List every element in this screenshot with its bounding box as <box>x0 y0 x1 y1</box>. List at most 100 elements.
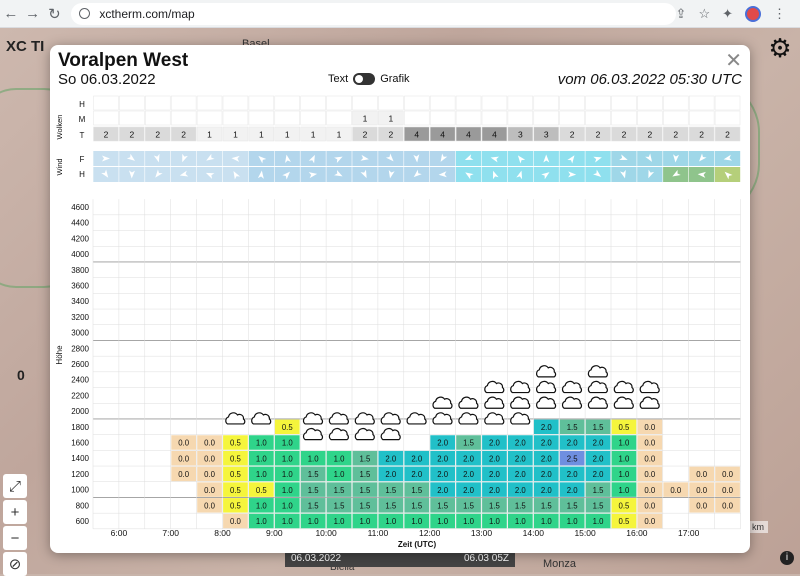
menu-icon[interactable]: ⋮ <box>773 5 786 21</box>
view-toggle-switch[interactable] <box>353 73 376 85</box>
cloud-cell <box>196 126 223 142</box>
thermal-value: 1.5 <box>334 486 346 495</box>
thermal-value: 1.0 <box>308 454 320 463</box>
info-icon[interactable]: i <box>780 551 794 565</box>
zoom-out-button[interactable]: − <box>3 526 27 550</box>
forward-icon[interactable]: → <box>25 5 41 22</box>
wind-arrow-icon <box>101 169 109 178</box>
thermal-cell <box>249 513 274 529</box>
cloud-cell <box>481 126 508 142</box>
profile-avatar[interactable] <box>745 5 761 22</box>
close-button[interactable]: ✕ <box>725 50 742 72</box>
star-icon[interactable]: ☆ <box>698 5 711 21</box>
cloud-cell <box>378 110 404 126</box>
wind-arrow-icon <box>492 170 499 180</box>
x-axis-label: Zeit (UTC) <box>398 540 437 549</box>
gear-icon[interactable]: ⚙ <box>768 33 792 63</box>
time-tick-label: 11:00 <box>368 528 389 538</box>
thermal-cell <box>482 482 507 497</box>
cumulus-cloud-icon <box>587 365 608 378</box>
thermal-value: 0.0 <box>178 470 190 479</box>
thermal-cell <box>715 498 740 513</box>
cloud-row-label: T <box>80 131 85 140</box>
time-tick-label: 7:00 <box>162 528 179 538</box>
altitude-tick-label: 3200 <box>71 313 89 322</box>
pin-icon[interactable]: ⊘ <box>3 552 27 576</box>
thermal-cell <box>559 498 585 513</box>
share-icon[interactable]: ⇪ <box>675 5 687 21</box>
cloud-cell <box>170 110 197 126</box>
thermal-cell <box>404 498 430 513</box>
thermal-value: 1.0 <box>360 517 372 526</box>
view-toggle-row: Text Grafik <box>328 73 410 85</box>
cloud-value: 1 <box>207 130 212 140</box>
thermal-cell <box>171 435 196 450</box>
timeline-bar[interactable]: 06.03.2022 06.03 05Z <box>285 552 515 567</box>
cumulus-cloud-icon <box>561 396 583 409</box>
thermal-value: 0.0 <box>204 470 216 479</box>
thermal-value: 1.5 <box>308 470 320 479</box>
cumulus-cloud-icon <box>536 396 557 409</box>
thermal-value: 2.0 <box>489 470 501 479</box>
thermal-value: 0.0 <box>696 486 708 495</box>
cloud-cell <box>170 126 197 142</box>
wind-arrow-icon <box>360 169 367 179</box>
thermal-cell <box>533 482 559 497</box>
url-bar[interactable]: xctherm.com/map <box>71 2 676 25</box>
thermal-value: 1.0 <box>515 517 527 526</box>
thermal-value: 1.0 <box>619 454 631 463</box>
altitude-tick-label: 3800 <box>71 266 89 275</box>
wind-arrow-icon <box>672 169 681 177</box>
cloud-cell <box>145 126 171 142</box>
thermal-value: 1.0 <box>567 517 579 526</box>
thermal-cell <box>378 466 404 482</box>
thermal-value: 2.0 <box>593 470 605 479</box>
thermal-cell <box>274 482 300 497</box>
thermal-cell <box>611 498 637 513</box>
cumulus-cloud-icon <box>484 380 505 394</box>
cloud-value: 1 <box>285 130 290 140</box>
cloud-cell <box>93 95 119 111</box>
cloud-cell <box>507 110 534 126</box>
cloud-cell <box>274 126 300 142</box>
time-tick-label: 15:00 <box>574 528 596 538</box>
thermal-cell <box>300 513 326 529</box>
thermal-cell <box>326 498 352 513</box>
zoom-in-button[interactable]: + <box>3 500 27 524</box>
cloud-value: 2 <box>570 130 575 140</box>
cloud-cell <box>663 95 689 111</box>
time-tick-label: 16:00 <box>626 528 648 538</box>
cloud-cell <box>611 95 637 111</box>
thermal-value: 0.5 <box>230 486 242 495</box>
thermal-value: 1.5 <box>593 501 605 510</box>
thermal-cell <box>689 466 714 482</box>
fullscreen-icon[interactable]: ⤢ <box>3 474 27 498</box>
back-icon[interactable]: ← <box>3 5 19 22</box>
cumulus-cloud-icon <box>302 412 324 425</box>
extensions-icon[interactable]: ✦ <box>722 5 733 21</box>
cloud-cell <box>585 126 611 142</box>
cloud-value: 1 <box>337 130 342 140</box>
thermal-cell <box>533 435 559 450</box>
toggle-label-text: Text <box>328 73 349 85</box>
thermal-value: 1.5 <box>437 501 449 510</box>
cloud-value: 2 <box>673 130 678 140</box>
thermal-value: 1.0 <box>256 439 268 448</box>
cloud-value: 4 <box>492 130 497 140</box>
wind-arrow-icon <box>593 169 602 177</box>
thermal-cell <box>482 466 507 482</box>
wind-arrow-icon <box>567 155 575 164</box>
thermal-cell <box>274 419 300 435</box>
wind-arrow-icon <box>258 155 267 164</box>
thermal-cell <box>456 482 481 497</box>
altitude-tick-label: 4400 <box>71 219 89 228</box>
thermal-cell <box>223 435 248 450</box>
thermal-cell <box>585 513 611 529</box>
thermal-cell <box>352 482 378 497</box>
thermal-value: 2.0 <box>437 470 449 479</box>
cumulus-cloud-icon <box>406 412 427 425</box>
wind-arrow-icon <box>724 171 733 180</box>
altitude-tick-label: 1400 <box>71 454 89 463</box>
cumulus-cloud-icon <box>536 365 557 378</box>
reload-icon[interactable]: ↻ <box>48 5 61 23</box>
